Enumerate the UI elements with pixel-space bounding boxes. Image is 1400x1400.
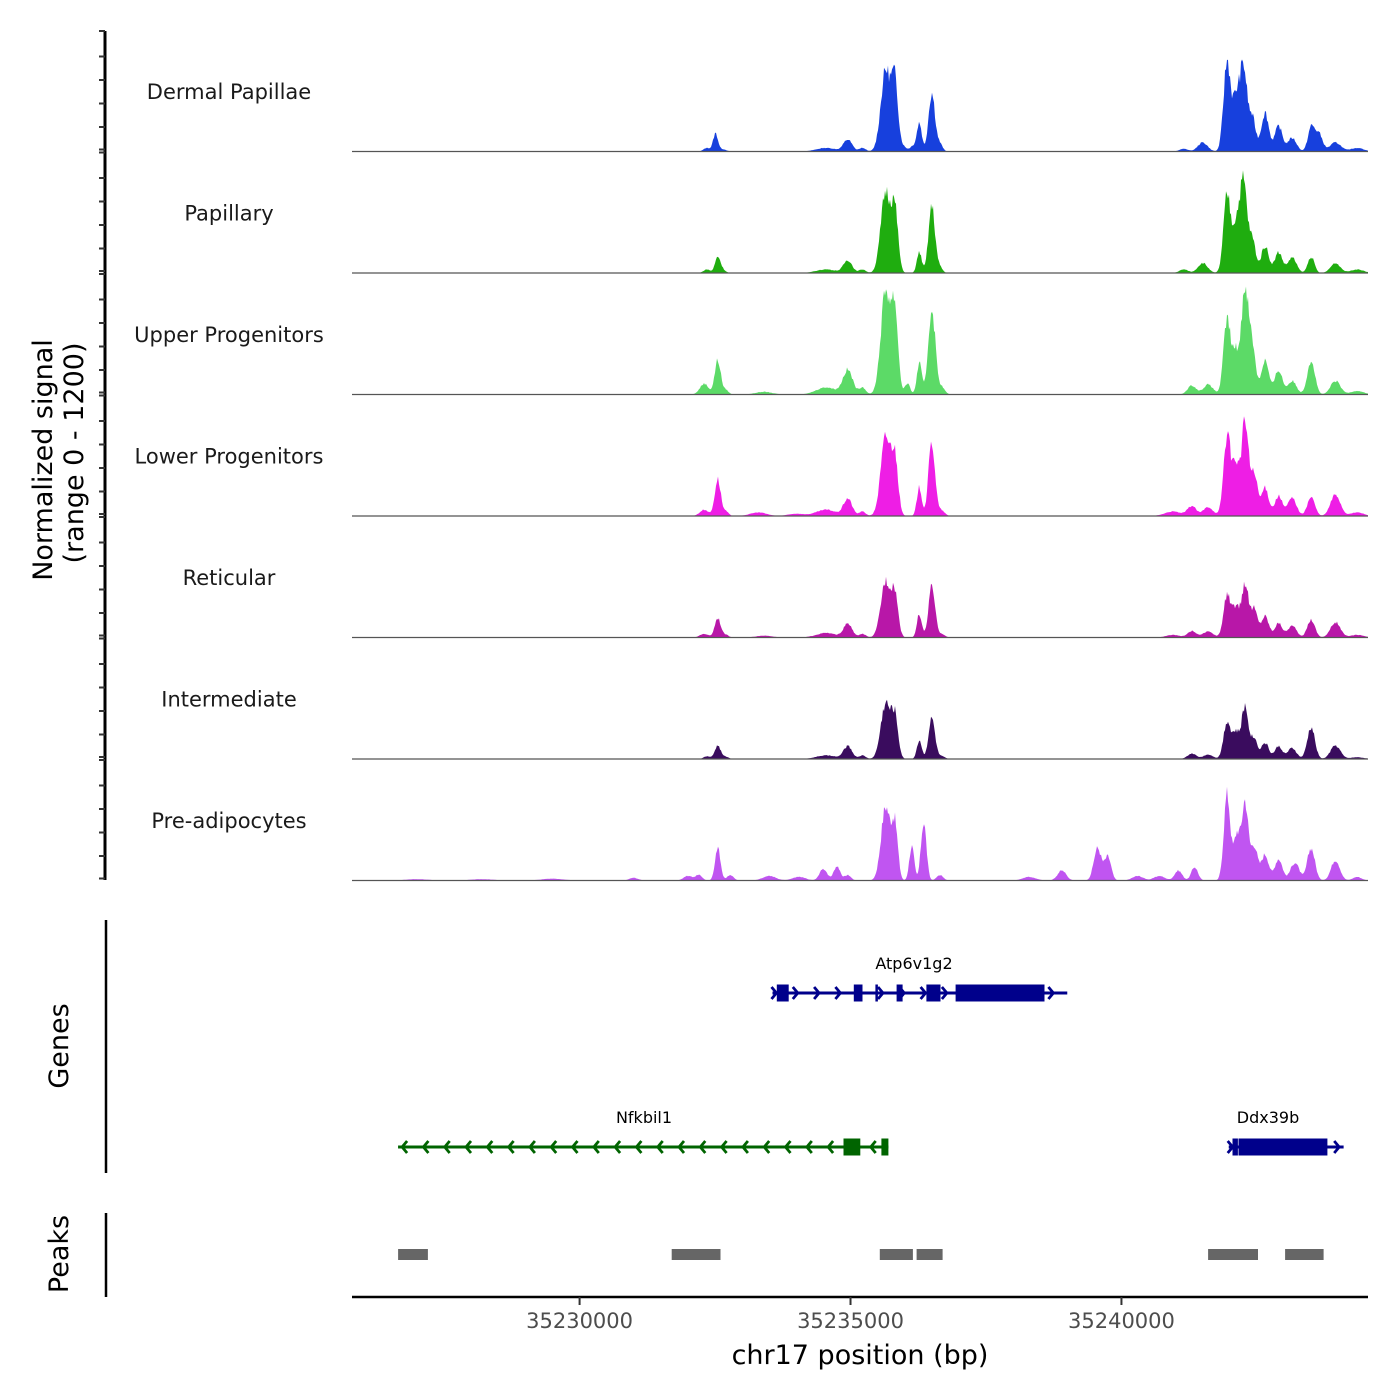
signal-area bbox=[352, 286, 1368, 395]
strand-arrow-right-icon bbox=[940, 986, 949, 1000]
signal-area bbox=[352, 786, 1368, 881]
strand-arrow-left-icon bbox=[698, 1140, 707, 1154]
gene-exon bbox=[896, 984, 903, 1002]
genes-panel-label: Genes bbox=[44, 1003, 75, 1088]
strand-arrow-left-icon bbox=[442, 1140, 451, 1154]
gene-exon bbox=[875, 984, 878, 1002]
gene-exon bbox=[853, 984, 863, 1002]
gene-ddx39b: Ddx39b bbox=[1226, 1108, 1344, 1156]
peaks-panel-label: Peaks bbox=[44, 1215, 75, 1293]
signal-area bbox=[352, 576, 1368, 638]
strand-arrow-right-icon bbox=[813, 986, 821, 1000]
track-label: Intermediate bbox=[161, 688, 297, 712]
track-label: Dermal Papillae bbox=[147, 80, 311, 104]
peak-region-bar bbox=[1208, 1249, 1258, 1260]
gene-exon bbox=[776, 984, 789, 1002]
signal-area bbox=[352, 59, 1368, 152]
track-intermediate: Intermediate bbox=[161, 688, 1368, 760]
peak-region-bar bbox=[916, 1249, 943, 1260]
gene-label: Atp6v1g2 bbox=[875, 954, 952, 973]
track-pre-adipocytes: Pre-adipocytes bbox=[151, 786, 1368, 882]
x-axis-ticks: 35230000 35235000 35240000 bbox=[526, 1297, 1175, 1333]
peak-regions bbox=[398, 1249, 1324, 1260]
gene-annotations: Atp6v1g2 Nfkbil1 Ddx39b bbox=[398, 954, 1344, 1156]
strand-arrow-left-icon bbox=[485, 1140, 494, 1154]
gene-exon bbox=[843, 1138, 861, 1156]
y-axis-title-line-1: Normalized signal bbox=[28, 339, 59, 581]
gene-exon bbox=[955, 984, 1045, 1002]
gene-exon bbox=[1238, 1138, 1328, 1156]
strand-arrow-left-icon bbox=[655, 1140, 664, 1154]
x-tick-label: 35235000 bbox=[797, 1309, 904, 1333]
gene-label: Ddx39b bbox=[1237, 1108, 1299, 1127]
strand-arrow-left-icon bbox=[421, 1140, 430, 1154]
track-label: Papillary bbox=[184, 202, 273, 226]
strand-arrow-left-icon bbox=[613, 1140, 622, 1154]
track-reticular: Reticular bbox=[183, 566, 1368, 639]
strand-arrow-left-icon bbox=[762, 1140, 771, 1154]
track-upper-progenitors: Upper Progenitors bbox=[134, 286, 1368, 396]
gene-exon bbox=[1232, 1138, 1238, 1156]
track-label: Reticular bbox=[183, 566, 276, 590]
y-axis-title: Normalized signal (range 0 - 1200) bbox=[28, 339, 90, 581]
coverage-y-axis-ticks bbox=[99, 30, 105, 880]
peak-region-bar bbox=[879, 1249, 913, 1260]
strand-arrow-left-icon bbox=[741, 1140, 749, 1154]
strand-arrow-left-icon bbox=[868, 1140, 877, 1154]
strand-arrow-left-icon bbox=[804, 1140, 813, 1154]
gene-exon bbox=[881, 1138, 889, 1156]
signal-area bbox=[352, 699, 1368, 759]
strand-arrow-left-icon bbox=[549, 1140, 558, 1154]
coverage-tracks: Dermal Papillae Papillary Upper Progenitor… bbox=[134, 59, 1368, 882]
strand-arrow-left-icon bbox=[400, 1140, 409, 1154]
track-dermal-papillae: Dermal Papillae bbox=[147, 59, 1368, 153]
strand-arrow-left-icon bbox=[826, 1140, 835, 1154]
x-axis-title: chr17 position (bp) bbox=[732, 1340, 989, 1371]
strand-arrow-right-icon bbox=[876, 986, 885, 1000]
strand-arrow-right-icon bbox=[791, 986, 800, 1000]
strand-arrow-left-icon bbox=[677, 1140, 686, 1154]
x-tick-label: 35240000 bbox=[1068, 1309, 1175, 1333]
strand-arrow-left-icon bbox=[528, 1140, 536, 1154]
strand-arrow-left-icon bbox=[719, 1140, 728, 1154]
strand-arrow-left-icon bbox=[591, 1140, 600, 1154]
track-label: Upper Progenitors bbox=[134, 323, 324, 347]
gene-nfkbil1: Nfkbil1 bbox=[398, 1108, 889, 1156]
track-label: Lower Progenitors bbox=[135, 445, 324, 469]
strand-arrow-left-icon bbox=[570, 1140, 579, 1154]
signal-area bbox=[352, 416, 1368, 516]
strand-arrow-left-icon bbox=[783, 1140, 792, 1154]
strand-arrow-right-icon bbox=[770, 986, 779, 1000]
strand-arrow-right-icon bbox=[1333, 1140, 1342, 1154]
strand-arrow-left-icon bbox=[634, 1140, 643, 1154]
strand-arrow-right-icon bbox=[1047, 986, 1056, 1000]
track-label: Pre-adipocytes bbox=[151, 809, 306, 833]
strand-arrow-right-icon bbox=[834, 986, 843, 1000]
gene-exon bbox=[926, 984, 941, 1002]
gene-label: Nfkbil1 bbox=[616, 1108, 672, 1127]
track-lower-progenitors: Lower Progenitors bbox=[135, 416, 1368, 517]
peak-region-bar bbox=[671, 1249, 721, 1260]
signal-area bbox=[352, 170, 1368, 273]
gene-atp6v1g2: Atp6v1g2 bbox=[770, 954, 1068, 1002]
strand-arrow-left-icon bbox=[464, 1140, 473, 1154]
strand-arrow-right-icon bbox=[919, 986, 928, 1000]
y-axis-title-line-2: (range 0 - 1200) bbox=[59, 343, 90, 564]
strand-arrow-left-icon bbox=[506, 1140, 515, 1154]
peak-region-bar bbox=[398, 1249, 428, 1260]
x-tick-label: 35230000 bbox=[526, 1309, 633, 1333]
track-papillary: Papillary bbox=[184, 170, 1368, 274]
peak-region-bar bbox=[1285, 1249, 1324, 1260]
